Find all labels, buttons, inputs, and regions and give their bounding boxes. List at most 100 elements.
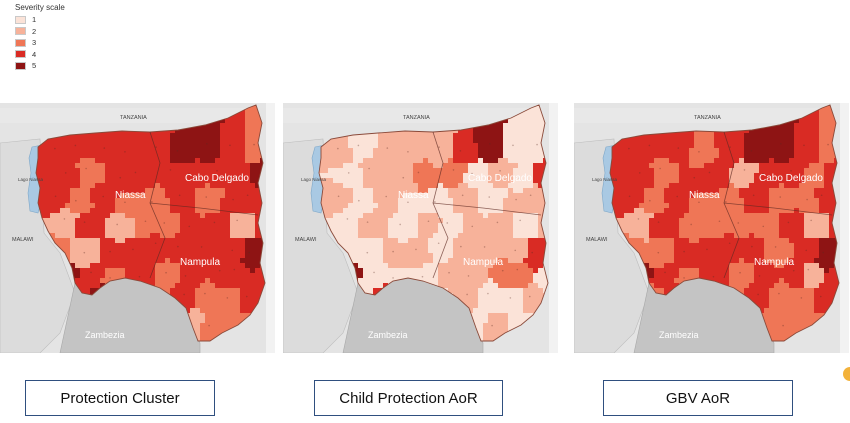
district-marker bbox=[805, 249, 808, 252]
district-marker bbox=[683, 277, 685, 279]
label-tanzania: TANZANIA bbox=[694, 115, 721, 121]
district-marker bbox=[637, 218, 640, 220]
district-marker bbox=[466, 293, 468, 296]
district-marker bbox=[253, 143, 255, 146]
district-marker bbox=[373, 271, 375, 274]
legend-title: Severity scale bbox=[15, 3, 65, 12]
district-marker bbox=[337, 147, 339, 150]
district-marker bbox=[245, 295, 248, 298]
district-marker bbox=[827, 143, 829, 146]
legend-label-1: 1 bbox=[32, 15, 37, 25]
district-marker bbox=[683, 250, 685, 253]
district-marker bbox=[216, 170, 218, 172]
district-marker bbox=[417, 171, 420, 174]
district-marker bbox=[491, 324, 493, 327]
district-marker bbox=[780, 142, 782, 145]
district-marker bbox=[109, 277, 111, 279]
district-marker bbox=[648, 144, 651, 147]
district-marker bbox=[90, 271, 92, 274]
district-marker bbox=[649, 199, 651, 202]
district-marker bbox=[169, 169, 172, 171]
district-marker bbox=[809, 177, 811, 179]
district-marker bbox=[706, 248, 708, 251]
map-svg: TANZANIA MALAWI Lago Niassa Niassa Cabo Delg… bbox=[283, 103, 558, 353]
label-cabo-delgado: Cabo Delgado bbox=[468, 173, 532, 184]
district-marker bbox=[213, 221, 216, 224]
district-marker bbox=[188, 172, 190, 175]
district-marker bbox=[83, 221, 86, 223]
district-marker bbox=[698, 201, 700, 204]
district-marker bbox=[800, 297, 803, 299]
district-marker bbox=[434, 201, 436, 203]
label-zambezia: Zambezia bbox=[368, 330, 408, 340]
district-marker bbox=[184, 275, 187, 277]
district-marker bbox=[693, 176, 696, 179]
district-marker bbox=[782, 324, 784, 327]
district-marker bbox=[806, 198, 808, 201]
label-lake: Lago Niassa bbox=[301, 177, 327, 182]
map-svg: TANZANIA MALAWI Lago Niassa Niassa Cabo Delg… bbox=[574, 103, 849, 353]
district-marker bbox=[676, 195, 679, 198]
label-niassa: Niassa bbox=[689, 190, 720, 201]
district-marker bbox=[536, 143, 538, 146]
district-marker bbox=[392, 250, 394, 253]
district-marker bbox=[155, 146, 157, 148]
district-marker bbox=[820, 194, 823, 197]
district-marker bbox=[200, 246, 203, 248]
district-marker bbox=[63, 218, 66, 220]
district-marker bbox=[638, 172, 641, 174]
district-marker bbox=[402, 176, 405, 179]
district-marker bbox=[385, 195, 388, 198]
district-marker bbox=[751, 245, 753, 248]
district-marker bbox=[151, 201, 153, 203]
district-marker bbox=[392, 277, 394, 279]
district-marker bbox=[459, 150, 462, 152]
district-marker bbox=[712, 275, 715, 278]
district-marker bbox=[366, 221, 369, 223]
district-marker bbox=[226, 297, 229, 299]
district-marker bbox=[460, 245, 462, 248]
sea-strip bbox=[266, 103, 275, 353]
district-marker bbox=[218, 269, 221, 272]
legend-swatch-4 bbox=[15, 50, 26, 59]
district-marker bbox=[778, 292, 780, 295]
district-marker bbox=[739, 271, 741, 274]
district-marker bbox=[232, 198, 234, 201]
caption-gbv: GBV AoR bbox=[603, 380, 793, 416]
district-marker bbox=[819, 295, 822, 298]
caption-protection-cluster: Protection Cluster bbox=[25, 380, 215, 416]
district-marker bbox=[792, 269, 795, 272]
district-marker bbox=[116, 223, 118, 226]
district-marker bbox=[415, 248, 417, 251]
district-marker bbox=[729, 146, 731, 148]
district-marker bbox=[461, 194, 464, 197]
district-marker bbox=[206, 142, 208, 145]
legend-item-4: 4 bbox=[15, 49, 85, 61]
caption-child-protection: Child Protection AoR bbox=[314, 380, 503, 416]
district-marker bbox=[487, 292, 489, 295]
district-marker bbox=[64, 172, 67, 174]
province-border bbox=[432, 202, 542, 216]
district-marker bbox=[235, 177, 237, 179]
district-marker bbox=[178, 194, 181, 197]
district-marker bbox=[757, 293, 759, 296]
district-marker bbox=[790, 170, 792, 172]
legend-label-4: 4 bbox=[32, 49, 37, 59]
district-marker bbox=[421, 275, 424, 278]
district-marker bbox=[177, 245, 179, 248]
district-marker bbox=[774, 246, 777, 248]
label-nampula: Nampula bbox=[463, 257, 503, 268]
district-marker bbox=[489, 142, 491, 145]
district-marker bbox=[515, 198, 517, 201]
district-marker bbox=[85, 167, 87, 170]
district-marker bbox=[509, 297, 512, 299]
severity-legend: Severity scale 1 2 3 4 5 bbox=[15, 3, 85, 72]
district-marker bbox=[803, 144, 805, 147]
district-marker bbox=[368, 167, 370, 170]
district-marker bbox=[407, 150, 409, 153]
district-marker bbox=[657, 251, 660, 254]
province-border bbox=[723, 202, 833, 216]
legend-label-3: 3 bbox=[32, 38, 37, 48]
region-outline bbox=[318, 104, 549, 342]
district-marker bbox=[246, 194, 249, 197]
